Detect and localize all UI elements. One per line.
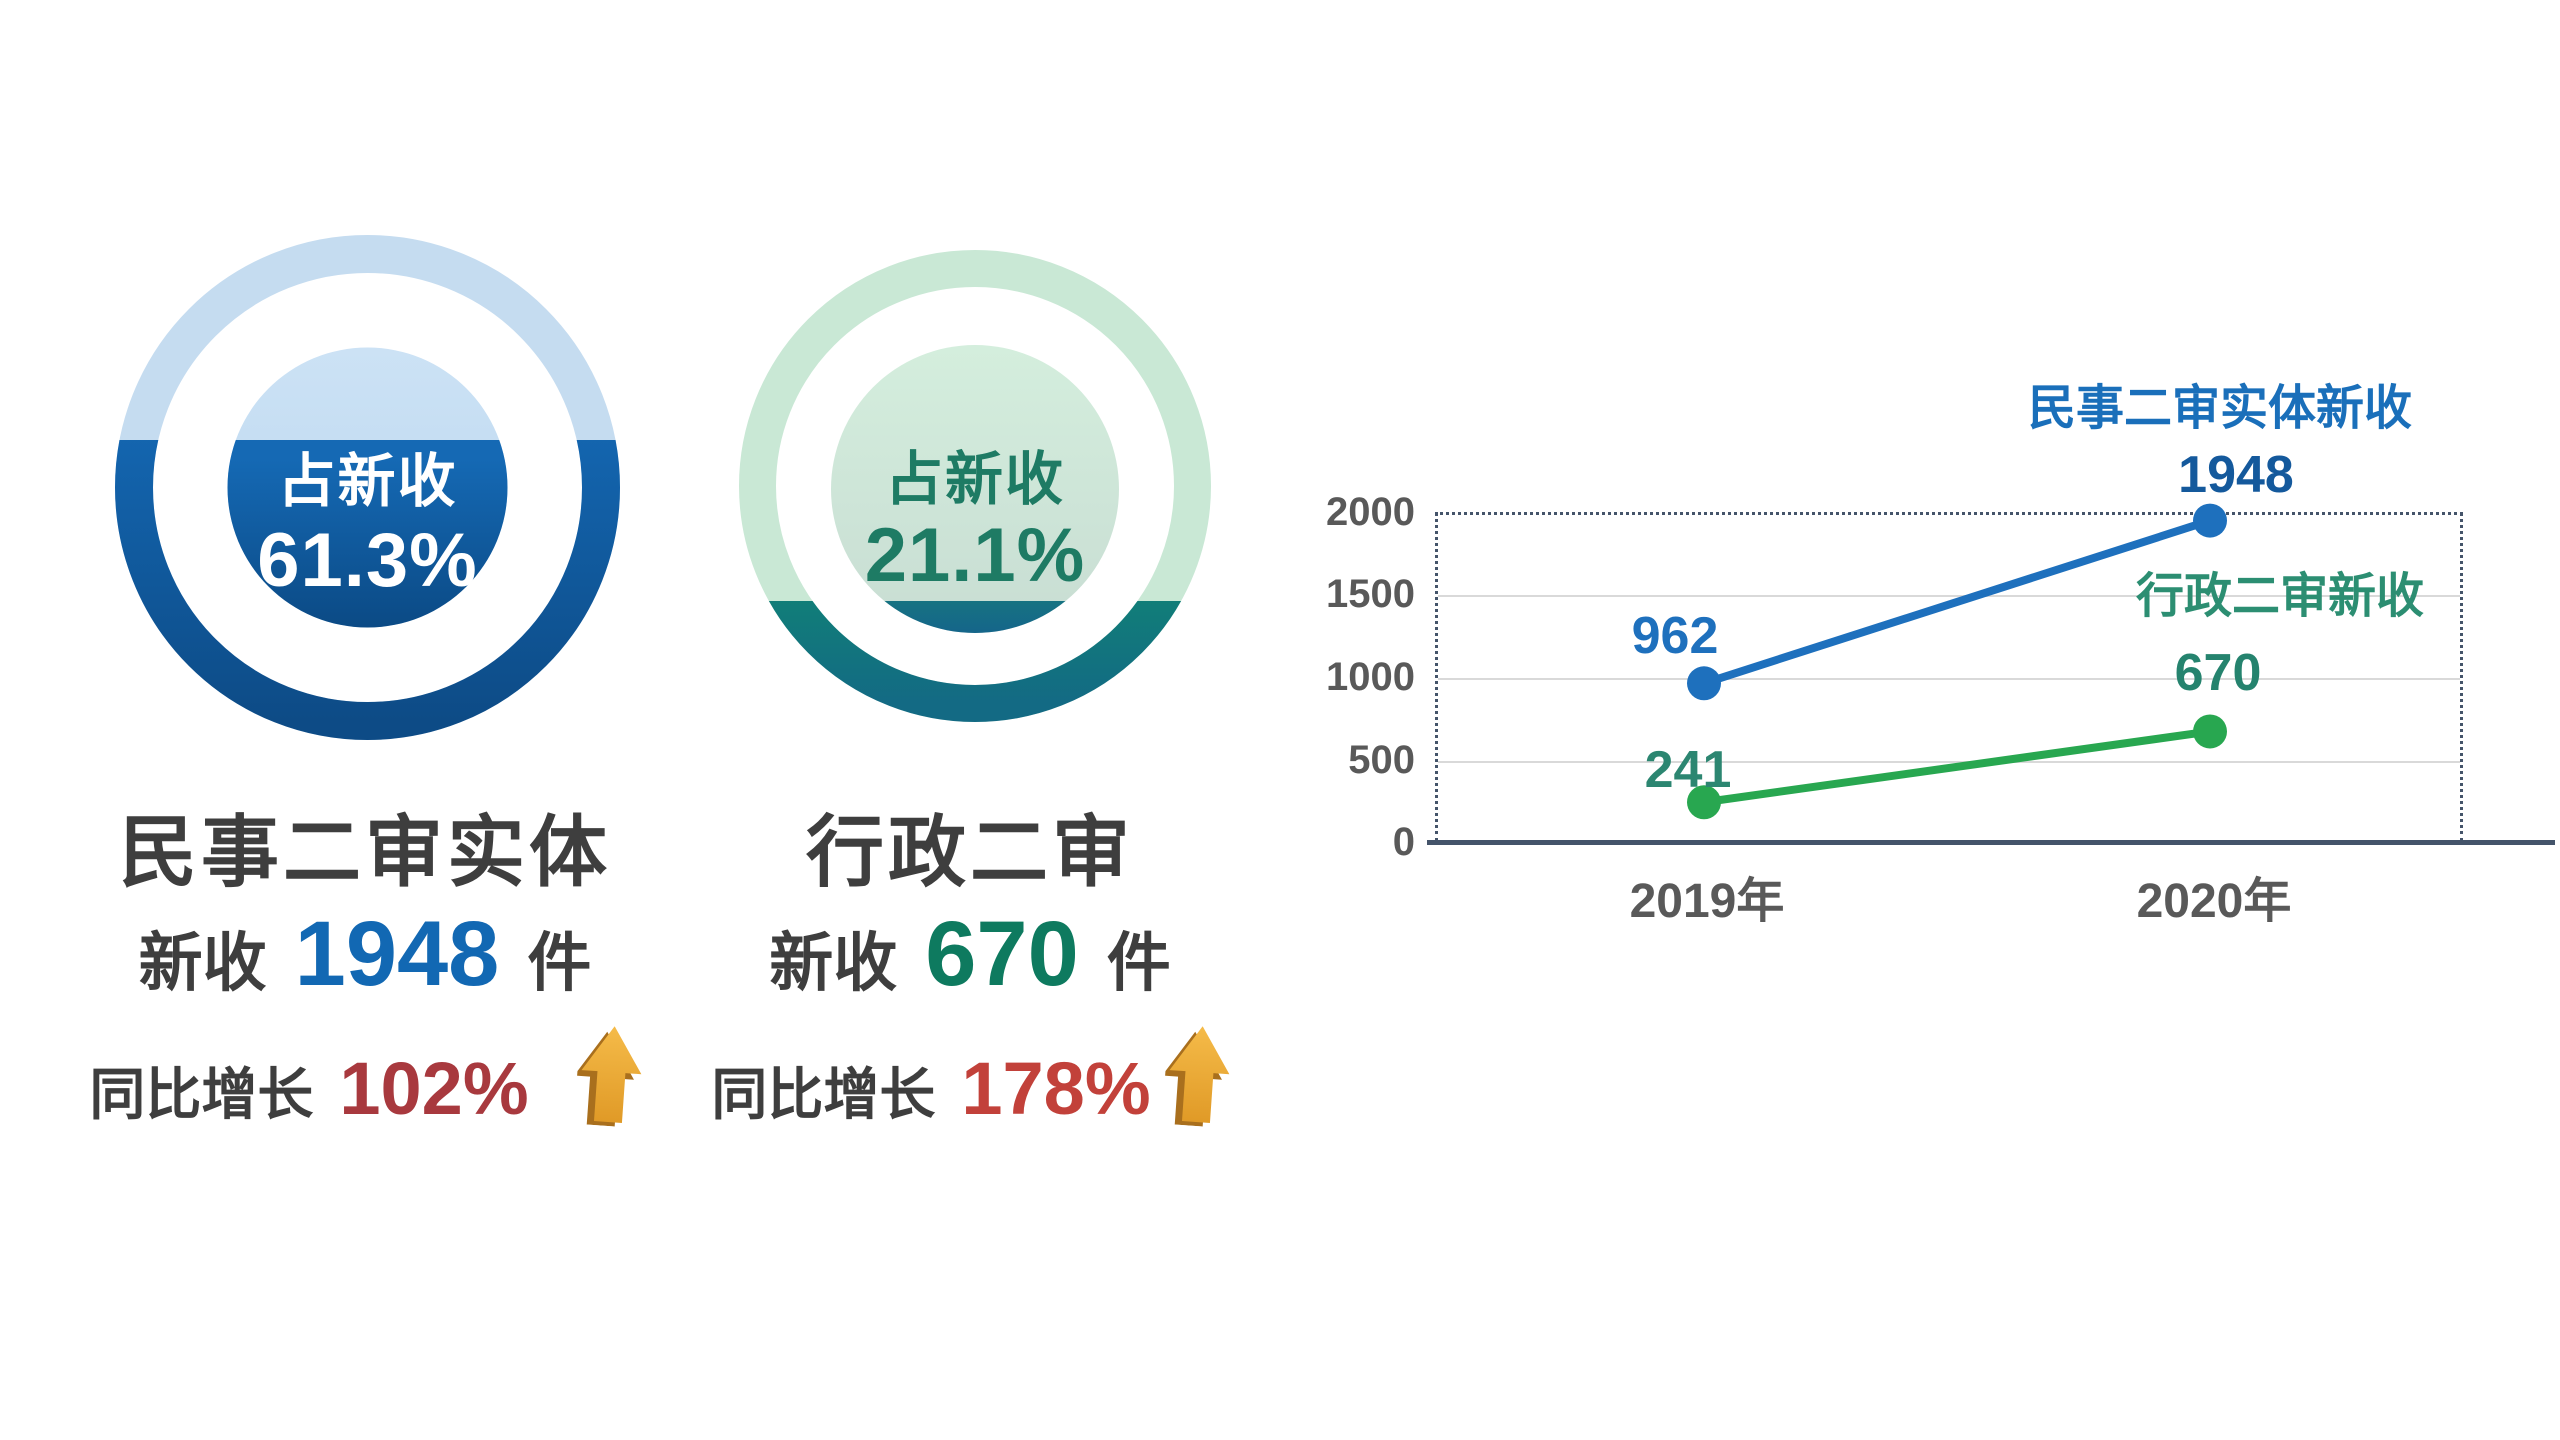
series-0-point-1 bbox=[2193, 503, 2227, 538]
admin-title: 行政二审 bbox=[805, 808, 1134, 896]
admin-stat-value: 670 bbox=[925, 903, 1079, 1005]
civil-growth-value: 102% bbox=[339, 1047, 529, 1130]
ytick-1500: 1500 bbox=[1326, 572, 1415, 616]
series-line-1 bbox=[1703, 727, 2211, 807]
series-line-0 bbox=[1702, 516, 2212, 688]
ytick-2000: 2000 bbox=[1326, 490, 1415, 534]
civil-donut-center-percent: 61.3% bbox=[257, 518, 478, 603]
series-1-point-0 bbox=[1687, 785, 1721, 820]
series-label-civil: 民事二审实体新收 bbox=[2027, 382, 2412, 435]
datalabel-admin-2020: 670 bbox=[2174, 644, 2262, 702]
admin-donut-chart: 占新收 21.1% bbox=[739, 250, 1211, 722]
civil-donut-chart: 占新收 61.3% bbox=[115, 235, 620, 740]
civil-title: 民事二审实体 bbox=[118, 808, 611, 896]
gridline-1000 bbox=[1438, 678, 2460, 680]
admin-donut-center-label: 占新收 bbox=[884, 447, 1065, 512]
gridline-500 bbox=[1438, 761, 2460, 763]
civil-growth-label: 同比增长 bbox=[89, 1063, 314, 1126]
civil-stat-suffix: 件 bbox=[527, 927, 592, 999]
admin-inner-dark bbox=[884, 601, 1066, 633]
ytick-500: 500 bbox=[1348, 738, 1415, 782]
civil-inner-dark bbox=[227, 440, 508, 628]
admin-donut-svg bbox=[739, 250, 1211, 722]
civil-stats-block: 民事二审实体 新收 1948 件 同比增长 102% bbox=[60, 790, 670, 1130]
admin-stat-suffix: 件 bbox=[1106, 927, 1171, 999]
datalabel-admin-2019: 241 bbox=[1644, 741, 1732, 799]
growth-up-arrow-icon bbox=[573, 1024, 644, 1133]
civil-donut-svg bbox=[115, 235, 620, 740]
line-chart-series-svg bbox=[1687, 503, 2227, 820]
series-1-point-1 bbox=[2193, 714, 2227, 749]
x-axis-line bbox=[1427, 840, 2555, 845]
admin-growth-label: 同比增长 bbox=[711, 1063, 936, 1126]
series-label-admin: 行政二审新收 bbox=[2135, 570, 2424, 623]
xtick-2019: 2019年 bbox=[1629, 875, 1785, 928]
gridline-1500 bbox=[1438, 595, 2460, 597]
datalabel-civil-2020: 1948 bbox=[2178, 446, 2294, 504]
datalabel-civil-2019: 962 bbox=[1631, 607, 1719, 665]
admin-stats-block: 行政二审 新收 670 件 同比增长 178% bbox=[697, 790, 1243, 1130]
growth-up-arrow-icon bbox=[1161, 1024, 1232, 1133]
admin-growth-value: 178% bbox=[961, 1047, 1151, 1130]
xtick-2020: 2020年 bbox=[2136, 875, 2292, 928]
admin-inner-light bbox=[831, 345, 1119, 633]
civil-donut-center-label: 占新收 bbox=[277, 449, 458, 514]
admin-ring-dark bbox=[768, 601, 1182, 722]
admin-stat-prefix: 新收 bbox=[769, 927, 898, 999]
line-chart-plot-area bbox=[1435, 512, 2463, 842]
admin-donut-center-percent: 21.1% bbox=[864, 513, 1086, 598]
civil-ring-dark bbox=[115, 440, 620, 740]
ytick-0: 0 bbox=[1392, 820, 1415, 864]
civil-stat-value: 1948 bbox=[294, 903, 500, 1005]
series-0-point-0 bbox=[1687, 666, 1721, 701]
civil-stat-prefix: 新收 bbox=[138, 927, 267, 999]
ytick-1000: 1000 bbox=[1326, 655, 1415, 699]
